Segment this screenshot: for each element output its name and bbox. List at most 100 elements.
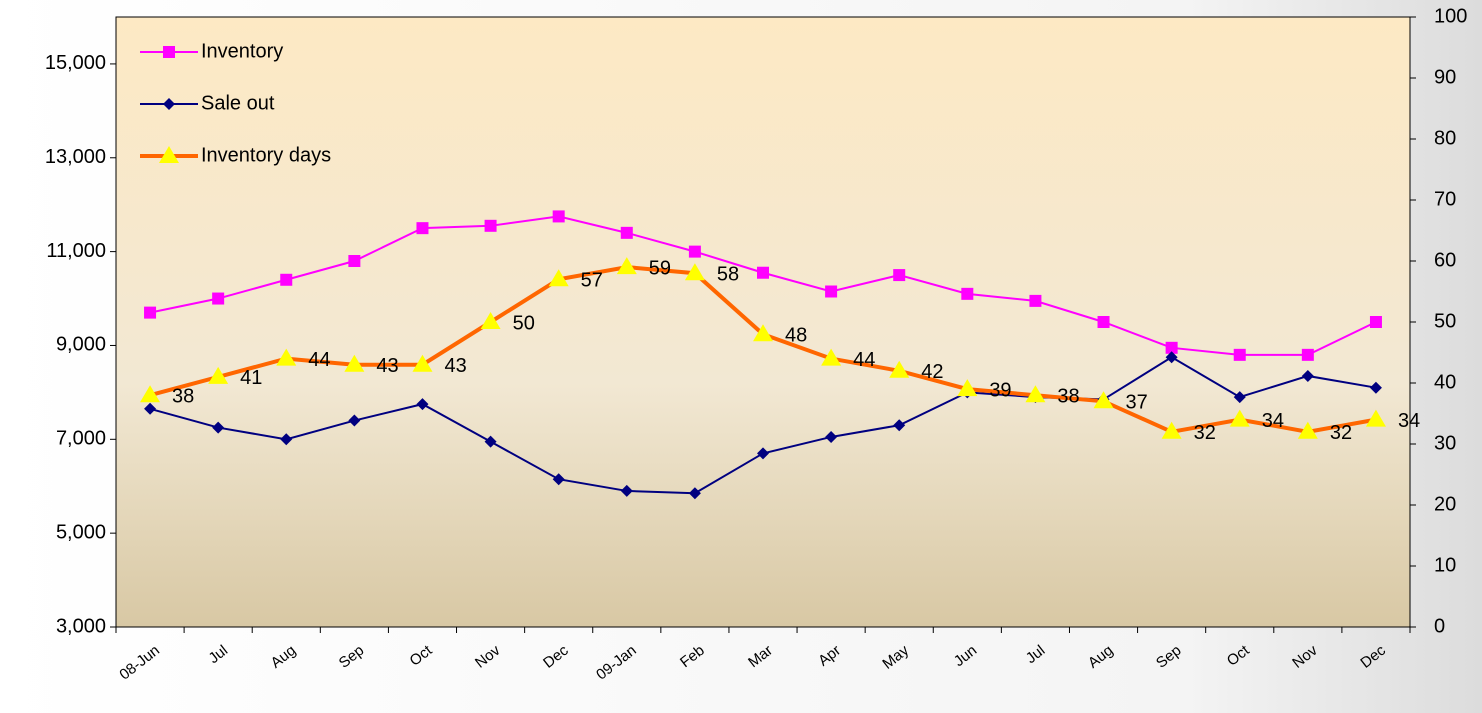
data-label: 48 [785, 324, 807, 346]
data-label: 32 [1194, 422, 1216, 444]
data-label: 34 [1398, 410, 1420, 432]
data-point [144, 306, 157, 319]
y2-tick-label: 50 [1434, 310, 1456, 332]
data-point [480, 312, 501, 329]
data-label: 44 [853, 349, 875, 371]
data-point [276, 348, 297, 366]
legend-marker [163, 46, 175, 58]
data-point [484, 219, 497, 232]
data-point [620, 226, 633, 239]
data-point [821, 348, 842, 366]
data-label: 32 [1330, 422, 1352, 444]
legend-marker [159, 146, 179, 163]
y2-tick-label: 100 [1434, 5, 1467, 27]
legend-label: Inventory [201, 40, 283, 62]
data-point [684, 263, 705, 281]
y2-tick-label: 10 [1434, 554, 1456, 576]
data-point [416, 222, 429, 235]
data-point [1301, 348, 1314, 361]
data-point [1369, 381, 1382, 394]
data-point [212, 292, 225, 305]
y-tick-label: 5,000 [56, 521, 106, 543]
data-label: 43 [376, 355, 398, 377]
data-point [144, 402, 157, 415]
data-label: 38 [172, 385, 194, 407]
legend-marker [163, 98, 175, 110]
data-point [348, 414, 361, 427]
data-label: 34 [1262, 410, 1284, 432]
data-point [1229, 409, 1250, 427]
data-point [412, 354, 433, 372]
data-point [416, 398, 429, 411]
data-point [825, 285, 838, 298]
legend-label: Inventory days [201, 144, 331, 166]
data-point [688, 245, 701, 258]
legend-label: Sale out [201, 92, 275, 114]
data-point [280, 433, 293, 446]
data-point [757, 447, 769, 460]
y-tick-label: 3,000 [56, 615, 106, 637]
data-point [893, 269, 906, 282]
y-tick-label: 11,000 [46, 240, 106, 262]
data-point [548, 269, 569, 287]
data-point [1165, 341, 1178, 354]
y-tick-label: 15,000 [45, 52, 106, 74]
data-label: 44 [308, 349, 330, 371]
y2-tick-label: 60 [1434, 249, 1456, 271]
data-point [1365, 409, 1386, 427]
data-label: 50 [513, 312, 535, 334]
data-point [1165, 351, 1178, 364]
data-point [1093, 391, 1114, 409]
y2-tick-label: 70 [1434, 188, 1456, 210]
data-point [753, 324, 773, 342]
data-label: 43 [444, 355, 466, 377]
data-point [688, 487, 701, 500]
data-point [140, 385, 161, 403]
data-point [757, 266, 769, 279]
data-label: 58 [717, 263, 739, 285]
y2-tick-label: 30 [1434, 432, 1456, 454]
data-point [1297, 421, 1318, 439]
data-point [961, 287, 974, 300]
plot-area [115, 16, 1411, 628]
y2-tick-label: 80 [1434, 127, 1456, 149]
data-point [889, 360, 910, 378]
data-point [1025, 385, 1046, 403]
data-label: 38 [1057, 385, 1079, 407]
data-point [212, 421, 225, 434]
data-label: 42 [921, 361, 943, 383]
y-tick-label: 9,000 [56, 334, 106, 356]
data-label: 59 [649, 257, 671, 279]
data-point [1301, 369, 1314, 382]
data-point [893, 419, 906, 432]
data-point [1369, 316, 1382, 328]
data-point [1161, 421, 1182, 439]
data-point [484, 435, 497, 448]
data-point [348, 255, 361, 267]
data-point [825, 430, 838, 443]
data-label: 57 [581, 270, 603, 292]
data-point [620, 484, 633, 497]
data-point [1029, 294, 1042, 307]
data-label: 39 [989, 379, 1011, 401]
data-point [1233, 391, 1246, 404]
data-point [552, 210, 565, 223]
y2-tick-label: 20 [1434, 493, 1456, 515]
y-tick-label: 13,000 [45, 146, 106, 168]
data-point [1233, 348, 1246, 361]
data-point [280, 273, 293, 286]
y-tick-label: 7,000 [56, 428, 106, 450]
data-point [616, 257, 637, 275]
y2-tick-label: 90 [1434, 66, 1456, 88]
data-point [957, 379, 978, 397]
data-point [208, 366, 229, 384]
data-label: 41 [240, 367, 262, 389]
data-point [1097, 316, 1110, 328]
y2-tick-label: 40 [1434, 371, 1456, 393]
y2-tick-label: 0 [1434, 615, 1445, 637]
data-point [552, 473, 565, 486]
data-label: 37 [1126, 392, 1148, 414]
data-point [344, 354, 365, 372]
